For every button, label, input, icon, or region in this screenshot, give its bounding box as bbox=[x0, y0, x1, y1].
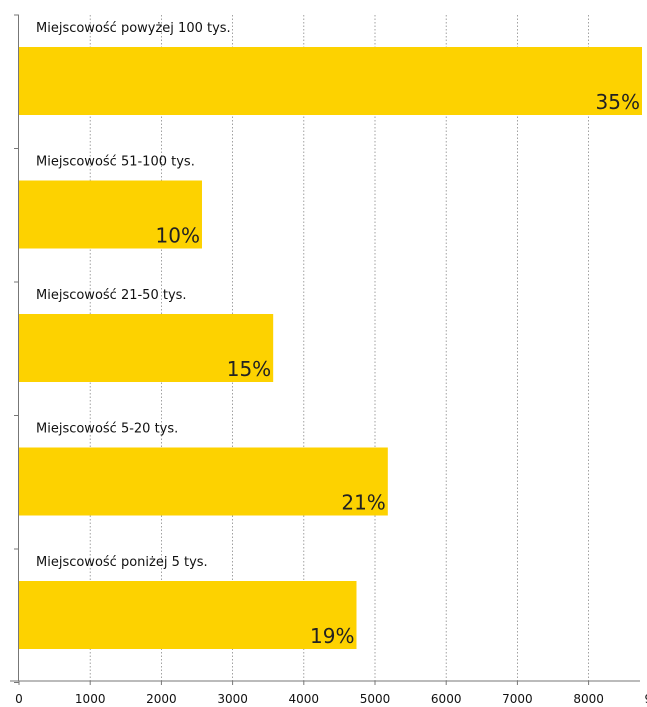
x-tick-labels: 0 1000 2000 3000 4000 5000 6000 7000 8000 9000 bbox=[15, 692, 647, 706]
data-label: 19% bbox=[310, 624, 354, 648]
category-label: Miejscowość powyżej 100 tys. bbox=[36, 21, 231, 36]
x-tick-label: 7000 bbox=[502, 692, 533, 706]
x-tick-label: 2000 bbox=[146, 692, 177, 706]
data-label: 35% bbox=[596, 90, 640, 114]
x-tick-label: 1000 bbox=[75, 692, 106, 706]
data-label: 15% bbox=[227, 357, 271, 381]
category-label: Miejscowość poniżej 5 tys. bbox=[36, 555, 208, 570]
bar bbox=[19, 314, 274, 382]
x-tick-label: 3000 bbox=[217, 692, 248, 706]
data-label: 21% bbox=[341, 491, 385, 515]
category-label: Miejscowość 51-100 tys. bbox=[36, 155, 195, 170]
x-tick-label: 4000 bbox=[289, 692, 320, 706]
bar bbox=[19, 447, 388, 516]
x-tick-label: 8000 bbox=[573, 692, 604, 706]
bar bbox=[19, 47, 642, 115]
x-tick-label: 5000 bbox=[360, 692, 391, 706]
bars: Miejscowość powyżej 100 tys. 35% Miejscowo… bbox=[19, 21, 642, 649]
bar bbox=[19, 180, 202, 249]
category-label: Miejscowość 5-20 tys. bbox=[36, 422, 178, 437]
data-label: 10% bbox=[156, 224, 200, 248]
axes bbox=[10, 14, 640, 685]
x-tick-label: 0 bbox=[15, 692, 23, 706]
x-tick-label: 6000 bbox=[431, 692, 462, 706]
category-label: Miejscowość 21-50 tys. bbox=[36, 288, 187, 303]
bar bbox=[19, 581, 357, 649]
x-tick-label: 9000 bbox=[645, 692, 647, 706]
